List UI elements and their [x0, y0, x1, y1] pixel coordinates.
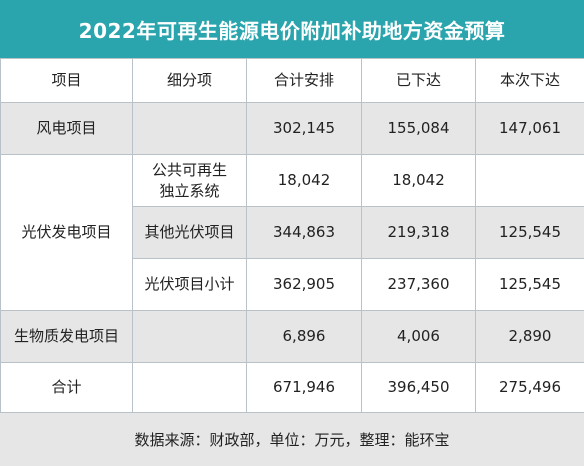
- cell-subitem: 公共可再生 独立系统: [132, 154, 247, 207]
- cell-total-plan: 6,896: [246, 310, 362, 363]
- cell-total-plan: 671,946: [246, 362, 362, 413]
- cell-item: 生物质发电项目: [0, 310, 133, 363]
- cell-subitem: [132, 362, 247, 413]
- table-row-solar-public: 光伏发电项目 公共可再生 独立系统 18,042 18,042: [0, 154, 584, 311]
- cell-current: 275,496: [475, 362, 584, 413]
- cell-total-plan: 302,145: [246, 102, 362, 155]
- cell-subitem: 其他光伏项目: [132, 206, 247, 259]
- cell-item: 风电项目: [0, 102, 133, 155]
- table-row-total: 合计 671,946 396,450 275,496: [0, 362, 584, 413]
- source-footnote: 数据来源：财政部，单位：万元，整理：能环宝: [0, 412, 584, 466]
- cell-current: [475, 154, 584, 207]
- table-row-biomass: 生物质发电项目 6,896 4,006 2,890: [0, 310, 584, 363]
- header-row: 项目 细分项 合计安排 已下达 本次下达: [0, 58, 584, 103]
- table-row-wind: 风电项目 302,145 155,084 147,061: [0, 102, 584, 155]
- col-header-item: 项目: [0, 58, 133, 103]
- cell-item: 合计: [0, 362, 133, 413]
- cell-issued: 219,318: [361, 206, 476, 259]
- col-header-issued: 已下达: [361, 58, 476, 103]
- cell-subitem: [132, 102, 247, 155]
- cell-current: 2,890: [475, 310, 584, 363]
- col-header-current: 本次下达: [475, 58, 584, 103]
- cell-issued: 237,360: [361, 258, 476, 311]
- cell-total-plan: 362,905: [246, 258, 362, 311]
- cell-subitem: [132, 310, 247, 363]
- col-header-subitem: 细分项: [132, 58, 247, 103]
- cell-current: 147,061: [475, 102, 584, 155]
- cell-item-solar-group: 光伏发电项目: [0, 154, 133, 311]
- budget-table: 项目 细分项 合计安排 已下达 本次下达 风电项目 302,145 155,08…: [0, 58, 584, 413]
- table-row-solar-subtotal: 光伏项目小计 362,905 237,360 125,545: [1, 258, 584, 311]
- cell-issued: 155,084: [361, 102, 476, 155]
- cell-current: 125,545: [475, 206, 584, 259]
- table-row-solar-other: 其他光伏项目 344,863 219,318 125,545: [1, 206, 584, 259]
- cell-issued: 396,450: [361, 362, 476, 413]
- subitem-line-2: 独立系统: [159, 181, 220, 200]
- subitem-line-1: 公共可再生: [151, 160, 227, 179]
- col-header-total-plan: 合计安排: [246, 58, 362, 103]
- table-title: 2022年可再生能源电价附加补助地方资金预算: [0, 0, 584, 58]
- cell-total-plan: 344,863: [246, 206, 362, 259]
- cell-current: 125,545: [475, 258, 584, 311]
- cell-issued: 18,042: [361, 154, 476, 207]
- cell-total-plan: 18,042: [246, 154, 362, 207]
- cell-subitem: 光伏项目小计: [132, 258, 247, 311]
- cell-issued: 4,006: [361, 310, 476, 363]
